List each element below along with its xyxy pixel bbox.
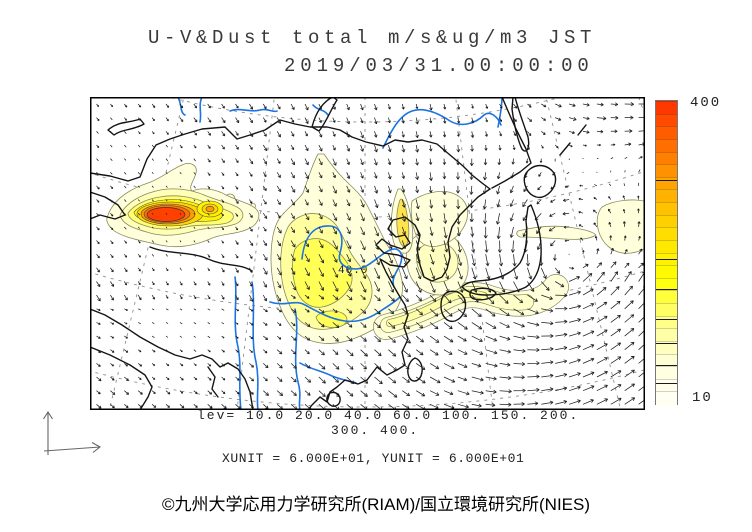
island-honshu (461, 204, 542, 296)
contour-levels-text-line2: 300. 400. (331, 423, 420, 438)
kuril-islands (559, 124, 587, 156)
plot-timestamp: 2019/03/31.00:00:00 (284, 55, 594, 77)
border-north-asia (90, 119, 491, 190)
border-india (90, 346, 153, 410)
map-canvas: 40.0 (90, 97, 645, 410)
colorbar-segment (656, 277, 677, 292)
colorbar-segment (656, 340, 677, 355)
colorbar-segment (656, 126, 677, 141)
island-hainan (326, 391, 341, 407)
plot-title: U-V&Dust total m/s&ug/m3 JST (148, 27, 597, 49)
colorbar-segment (656, 391, 677, 406)
colorbar-max-label: 400 (690, 95, 722, 111)
island-shikoku (469, 287, 497, 301)
wind-vectors-group (96, 102, 645, 410)
colorbar-segment (656, 366, 677, 381)
map-frame (90, 97, 645, 410)
island-sakhalin (511, 97, 530, 152)
x-unit-arrow-icon (43, 442, 101, 453)
dust-hotspot-taklamakan (106, 163, 260, 247)
colorbar-segment (656, 303, 677, 318)
colorbar-tick (656, 382, 677, 384)
unit-vector-legend-arrows (43, 410, 101, 455)
colorbar-tick (656, 364, 677, 366)
copyright-text: ©九州大学応用力学研究所(RIAM)/国立環境研究所(NIES) (161, 495, 591, 514)
rivers-group (177, 97, 503, 410)
colorbar-segment (656, 378, 677, 393)
colorbar-segment (656, 164, 677, 179)
colorbar-segment (656, 214, 677, 229)
colorbar-segment (656, 265, 677, 280)
colorbar-segment (656, 353, 677, 368)
colorbar-segment (656, 252, 677, 267)
colorbar-tick (656, 258, 677, 260)
coast-okhotsk (491, 97, 532, 189)
lake-baikal (311, 97, 338, 132)
colorbar-tick (656, 288, 677, 290)
colorbar-tick (656, 319, 677, 321)
colorbar-segment (656, 290, 677, 305)
wind-vector-arrows (96, 102, 645, 410)
dust-contour-fills: 40.0 (106, 153, 645, 344)
dust-sliver-honshu (516, 225, 597, 240)
colorbar-min-label: 10 (692, 390, 713, 406)
river-amur (382, 108, 502, 149)
colorbar-segment (656, 239, 677, 254)
colorbar-segment (656, 113, 677, 128)
dust-region-east-of-japan (596, 199, 645, 254)
colorbar-segment (656, 138, 677, 153)
island-hokkaido (523, 164, 557, 199)
coastlines-group (90, 97, 587, 410)
contour-levels-text-line1: lev= 10.0 20.0 40.0 60.0 100. 150. 200. (197, 408, 580, 423)
colorbar-segment (656, 202, 677, 217)
colorbar-segment (656, 328, 677, 343)
colorbar-segment (656, 189, 677, 204)
vector-units-text: XUNIT = 6.000E+01, YUNIT = 6.000E+01 (222, 451, 525, 466)
map-panel: 40.0 (90, 97, 645, 410)
border-himalaya (90, 308, 254, 410)
coast-korea-china (307, 188, 491, 410)
colorbar-segment (656, 101, 677, 116)
colorbar-tick (656, 343, 677, 345)
colorbar-tick (656, 179, 677, 181)
island-taiwan (407, 357, 423, 382)
colorbar (655, 100, 678, 406)
colorbar-segment (656, 227, 677, 242)
river-yellow (301, 225, 403, 288)
y-unit-arrow-icon (43, 410, 53, 455)
island-kyushu (440, 290, 467, 323)
river-yangtze (269, 296, 401, 323)
colorbar-segment (656, 151, 677, 166)
lake-balkhash (107, 118, 145, 136)
